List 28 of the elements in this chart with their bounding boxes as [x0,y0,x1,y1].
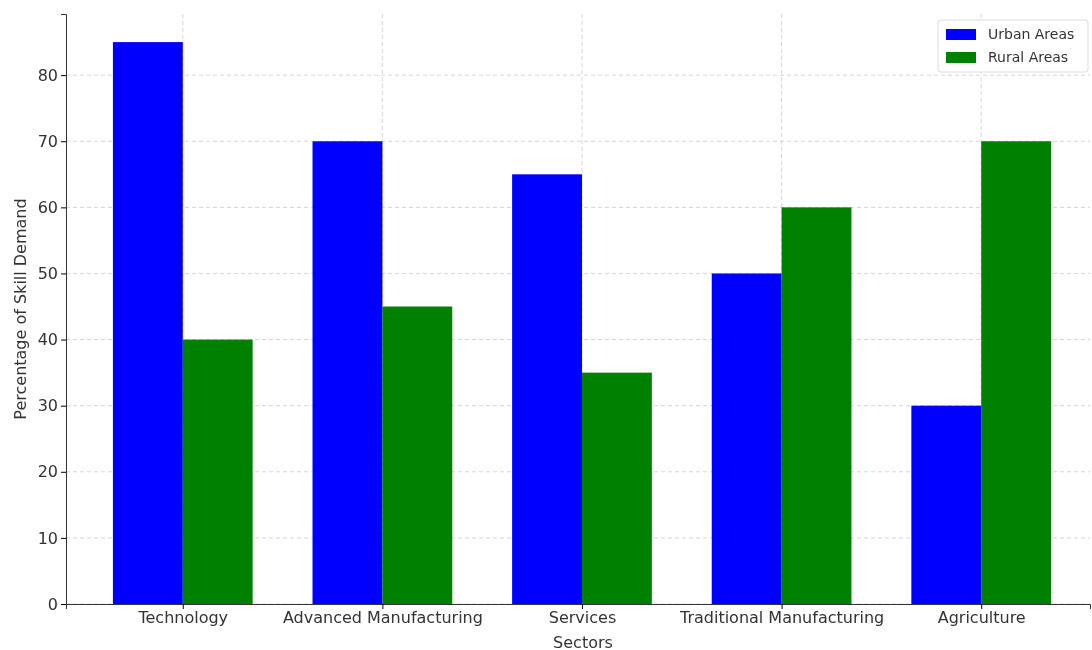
x-axis-title: Sectors [553,633,613,650]
y-tick-label: 40 [37,330,58,350]
x-tick-label: Technology [137,608,229,628]
y-tick-label: 60 [37,197,58,217]
bar [581,372,652,604]
bar [781,207,852,604]
y-tick-label: 80 [37,65,58,85]
bar [112,42,183,604]
x-tick-label: Traditional Manufacturing [678,608,885,628]
bar [382,306,453,604]
bar [911,405,982,604]
x-tick-label: Services [548,608,617,628]
y-tick-label: 50 [37,264,58,284]
legend-label: Rural Areas [988,49,1069,65]
legend-label: Urban Areas [988,26,1075,42]
y-tick-label: 0 [47,594,58,614]
bar [182,339,253,604]
x-tick-label: Advanced Manufacturing [282,608,483,628]
y-tick-label: 30 [37,396,58,416]
y-tick-label: 70 [37,131,58,151]
x-tick-label: Agriculture [937,608,1026,628]
y-tick-label: 10 [37,528,58,548]
bar [512,174,582,604]
y-tick-label: 20 [37,462,58,482]
bar [711,273,782,604]
bar [981,141,1052,604]
bar [312,141,383,604]
y-axis-title: Percentage of Skill Demand [11,198,30,420]
